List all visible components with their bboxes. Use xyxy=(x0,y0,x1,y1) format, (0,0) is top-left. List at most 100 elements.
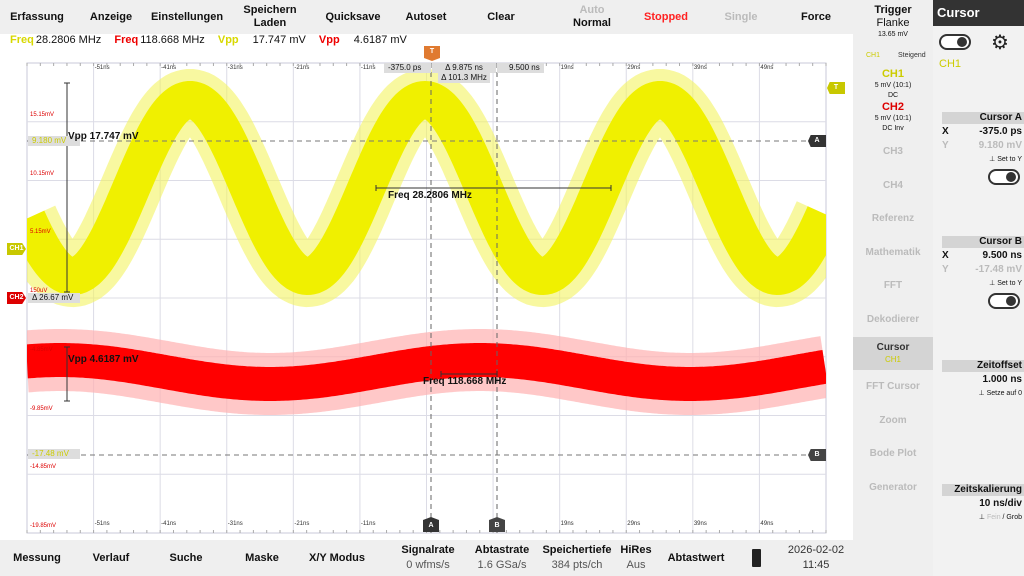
value: 0 wfms/s xyxy=(406,559,450,571)
cursor-a-toggle[interactable] xyxy=(988,169,1020,185)
voltage-axis-label: -19.85mV xyxy=(30,523,57,529)
value: 1.6 GSa/s xyxy=(477,559,527,571)
force-button[interactable]: Force xyxy=(788,0,844,34)
referenz-button[interactable]: Referenz xyxy=(871,213,915,224)
usb-drive-icon[interactable] xyxy=(752,549,761,567)
y-label: Y xyxy=(942,264,949,275)
autoset-button[interactable]: Autoset xyxy=(396,0,456,34)
bottom-bar xyxy=(0,540,853,576)
label: Clear xyxy=(487,10,515,23)
maske-button[interactable]: Maske xyxy=(240,540,284,576)
time-axis-label: 19ns xyxy=(560,521,574,527)
ch2-vpp-annotation: Vpp 4.6187 mV xyxy=(68,354,139,365)
abtastwert-button[interactable]: Abtastwert xyxy=(664,540,728,576)
cursor-b-y-marker[interactable]: B xyxy=(808,449,826,461)
ch4-button[interactable]: CH4 xyxy=(882,180,903,191)
ch1-offset-marker[interactable]: CH1 xyxy=(7,243,26,255)
trigger-level-marker[interactable]: T xyxy=(827,82,845,94)
zoom-button[interactable]: Zoom xyxy=(879,415,907,426)
menu-erfassung[interactable]: Erfassung xyxy=(0,0,74,34)
cursor-b-toggle[interactable] xyxy=(988,293,1020,309)
ch2-coupling: DC Inv xyxy=(882,125,904,132)
cursor-menu-button[interactable]: Cursor CH1 xyxy=(853,337,933,370)
dekodierer-button[interactable]: Dekodierer xyxy=(866,314,920,325)
label: Set to Y xyxy=(997,156,1022,163)
xy-mode-button[interactable]: X/Y Modus xyxy=(304,540,370,576)
trigger-source[interactable]: CH1 xyxy=(866,52,881,59)
datetime: 2026-02-02 11:45 xyxy=(784,540,848,576)
cursor-a-set-to-y[interactable]: ⊥ Set to Y xyxy=(989,156,1022,163)
cursor-b-y-value[interactable]: -17.48 mV xyxy=(975,264,1022,275)
speichertiefe-status[interactable]: Speichertiefe 384 pts/ch xyxy=(542,540,612,576)
messung-button[interactable]: Messung xyxy=(8,540,66,576)
label: Speichern xyxy=(243,4,297,16)
label: CH1 xyxy=(884,355,901,364)
time-axis-label: 19ns xyxy=(560,65,574,71)
voltage-axis-label: -4.85mV xyxy=(30,346,53,353)
cursor-b-x-marker[interactable]: B xyxy=(489,517,505,532)
label: Stopped xyxy=(644,10,688,23)
ch1-waveform xyxy=(27,80,826,296)
ch2-freq-value: 118.668 MHz xyxy=(140,34,205,46)
waveform-plot[interactable] xyxy=(0,0,853,540)
trigger-edge[interactable]: Steigend xyxy=(898,52,926,59)
top-menu-bar: Erfassung Anzeige Einstellungen Speicher… xyxy=(0,0,853,34)
ch3-button[interactable]: CH3 xyxy=(882,146,903,157)
ch2-offset-marker[interactable]: CH2 xyxy=(7,292,26,304)
set-zero-button[interactable]: ⊥ Setze auf 0 xyxy=(978,390,1022,397)
ch2-button[interactable]: CH2 xyxy=(881,101,904,113)
menu-einstellungen[interactable]: Einstellungen xyxy=(148,0,226,34)
time-axis-label: -11ns xyxy=(360,65,376,71)
label: Quicksave xyxy=(325,10,381,23)
label: Suche xyxy=(169,551,203,564)
label: Laden xyxy=(253,17,287,29)
verlauf-button[interactable]: Verlauf xyxy=(86,540,136,576)
label: Normal xyxy=(573,17,611,29)
ch2-freq-label: Freq xyxy=(114,34,139,46)
time-axis-label: -41ns xyxy=(161,65,177,71)
cursor-b-set-to-y[interactable]: ⊥ Set to Y xyxy=(989,280,1022,287)
label: Setze auf 0 xyxy=(986,390,1022,397)
menu-anzeige[interactable]: Anzeige xyxy=(80,0,142,34)
trigger-type[interactable]: Flanke xyxy=(876,17,910,29)
trigger-title[interactable]: Trigger xyxy=(874,4,912,16)
generator-button[interactable]: Generator xyxy=(869,482,917,493)
label: Cursor xyxy=(876,342,910,353)
suche-button[interactable]: Suche xyxy=(164,540,208,576)
abtastrate-status: Abtastrate 1.6 GSa/s xyxy=(472,540,532,576)
x-label: X xyxy=(942,126,949,137)
trigger-mode-button[interactable]: Auto Normal xyxy=(560,0,624,34)
cursor-a-x-marker[interactable]: A xyxy=(423,517,439,532)
fft-cursor-button[interactable]: FFT Cursor xyxy=(866,381,920,392)
mathematik-button[interactable]: Mathematik xyxy=(865,247,921,258)
time-axis-label: -21ns xyxy=(294,65,310,71)
voltage-axis-label: 5.15mV xyxy=(30,229,51,236)
cursor-a-y-value[interactable]: 9.180 mV xyxy=(978,140,1022,151)
fine-coarse-toggle[interactable]: ⊥ Fein / Grob xyxy=(978,514,1022,521)
fft-button[interactable]: FFT xyxy=(883,280,903,291)
zeitskalierung-value[interactable]: 10 ns/div xyxy=(979,498,1022,509)
bode-plot-button[interactable]: Bode Plot xyxy=(869,448,917,459)
signalrate-status: Signalrate 0 wfms/s xyxy=(396,540,460,576)
cursor-a-x-value[interactable]: -375.0 ps xyxy=(979,126,1022,137)
voltage-axis-label: 15.15mV xyxy=(30,111,55,118)
quicksave-button[interactable]: Quicksave xyxy=(318,0,388,34)
cursor-b-x-value[interactable]: 9.500 ns xyxy=(982,250,1022,261)
voltage-axis-label: 150uV xyxy=(30,288,48,294)
label: Auto xyxy=(579,4,605,16)
clear-button[interactable]: Clear xyxy=(474,0,528,34)
hires-status[interactable]: HiRes Aus xyxy=(618,540,654,576)
trigger-position-marker[interactable]: T xyxy=(424,46,440,61)
label: Abtastwert xyxy=(667,551,725,564)
cursor-source[interactable]: CH1 xyxy=(939,58,962,70)
zeitoffset-header: Zeitoffset xyxy=(942,360,1024,372)
cursor-a-y-marker[interactable]: A xyxy=(808,135,826,147)
ch1-coupling: DC xyxy=(887,92,899,99)
run-stop-button[interactable]: Stopped xyxy=(636,0,696,34)
single-button[interactable]: Single xyxy=(712,0,770,34)
menu-speichern-laden[interactable]: Speichern Laden xyxy=(238,0,302,34)
cursor-enable-toggle[interactable] xyxy=(939,34,971,50)
ch1-button[interactable]: CH1 xyxy=(881,68,904,80)
gear-icon[interactable]: ⚙ xyxy=(991,32,1009,54)
zeitoffset-value[interactable]: 1.000 ns xyxy=(982,374,1022,385)
